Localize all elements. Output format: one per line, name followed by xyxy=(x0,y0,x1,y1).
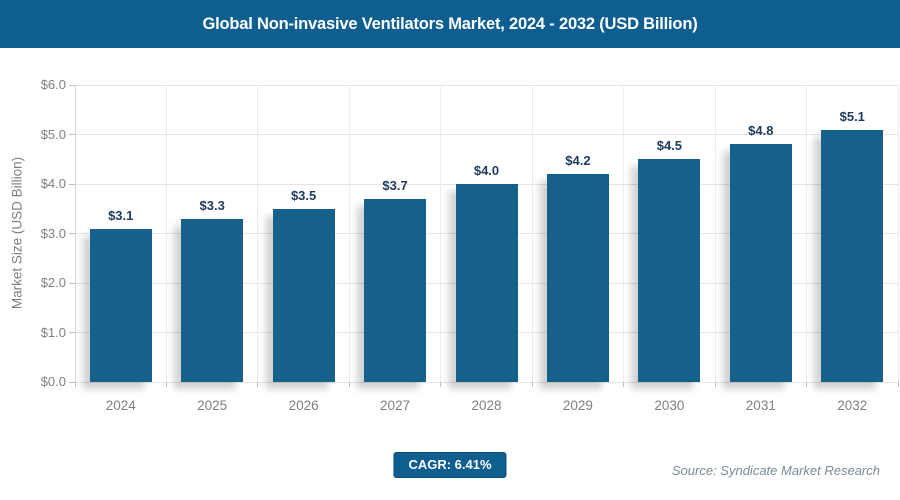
bar-value-label: $3.3 xyxy=(199,197,225,213)
x-tick-mark xyxy=(897,382,899,387)
plot-area xyxy=(74,84,899,383)
y-tick-mark xyxy=(69,381,75,383)
x-tick-mark xyxy=(806,382,808,387)
x-tick-label: 2024 xyxy=(105,398,136,413)
h-gridline xyxy=(75,134,898,135)
bar xyxy=(455,184,518,382)
x-tick-mark xyxy=(714,382,716,387)
v-gridline xyxy=(440,85,442,382)
y-tick-mark xyxy=(69,233,75,234)
x-tick-label: 2028 xyxy=(471,398,502,413)
y-tick-mark xyxy=(69,282,75,284)
y-tick-mark xyxy=(69,183,75,185)
x-tick-mark xyxy=(165,382,167,387)
y-axis-line xyxy=(75,85,76,382)
y-tick-label: $3.0 xyxy=(40,225,66,241)
v-gridline xyxy=(623,85,625,382)
x-tick-label: 2030 xyxy=(654,398,685,413)
bar xyxy=(546,174,609,382)
bar xyxy=(638,159,701,382)
x-tick-mark xyxy=(623,382,625,387)
y-tick-label: $4.0 xyxy=(40,176,66,191)
bar-value-label: $4.0 xyxy=(473,163,500,178)
bar-value-label: $4.5 xyxy=(656,138,683,154)
bar xyxy=(729,144,792,382)
v-gridline xyxy=(348,85,350,382)
x-tick-label: 2025 xyxy=(197,398,228,413)
cagr-badge: CAGR: 6.41% xyxy=(393,452,507,478)
y-tick-mark xyxy=(69,332,75,333)
x-tick-label: 2032 xyxy=(837,398,868,413)
h-gridline xyxy=(75,381,898,383)
bar-value-label: $3.7 xyxy=(382,177,408,193)
v-gridline xyxy=(531,85,533,382)
bar xyxy=(181,218,244,382)
bar-value-label: $4.2 xyxy=(565,153,591,169)
bar xyxy=(272,208,335,382)
title-banner: Global Non-invasive Ventilators Market, … xyxy=(0,0,900,48)
x-tick-mark xyxy=(440,382,442,387)
bar-value-label: $4.8 xyxy=(748,123,774,139)
bar-value-label: $3.5 xyxy=(290,187,317,203)
y-tick-label: $6.0 xyxy=(40,77,66,92)
v-gridline xyxy=(257,85,259,382)
x-tick-label: 2027 xyxy=(380,398,411,413)
x-tick-mark xyxy=(348,382,350,387)
y-tick-label: $2.0 xyxy=(40,275,66,290)
v-gridline xyxy=(806,85,808,382)
y-tick-label: $0.0 xyxy=(40,374,66,389)
x-tick-mark xyxy=(257,382,259,387)
bar xyxy=(89,228,152,382)
y-tick-mark xyxy=(69,134,75,135)
y-tick-mark xyxy=(69,84,75,86)
bar-value-label: $5.1 xyxy=(839,108,865,124)
x-tick-label: 2031 xyxy=(745,398,776,413)
bar xyxy=(364,198,427,382)
bar xyxy=(821,129,884,382)
x-tick-mark xyxy=(531,382,533,387)
bar-value-label: $3.1 xyxy=(108,207,134,223)
y-tick-label: $5.0 xyxy=(40,126,66,142)
chart-title: Global Non-invasive Ventilators Market, … xyxy=(202,14,698,33)
v-gridline xyxy=(897,85,899,382)
y-tick-label: $1.0 xyxy=(40,324,66,340)
x-tick-label: 2026 xyxy=(288,398,319,413)
h-gridline xyxy=(75,84,898,86)
x-tick-mark xyxy=(74,382,76,387)
v-gridline xyxy=(714,85,716,382)
x-tick-label: 2029 xyxy=(562,398,593,413)
source-credit: Source: Syndicate Market Research xyxy=(671,463,880,478)
v-gridline xyxy=(165,85,167,382)
